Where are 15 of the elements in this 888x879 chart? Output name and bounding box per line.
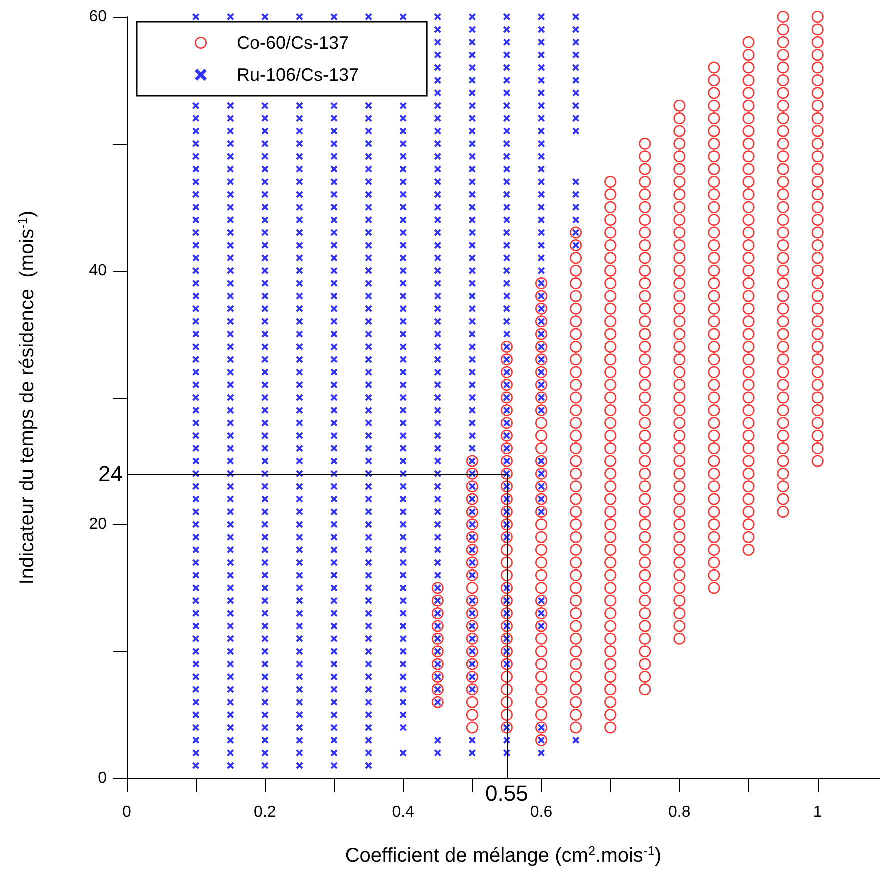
ref-line-label: 0.55 [486,781,528,806]
y-tick-label: 40 [89,262,108,280]
y-tick-label: 60 [89,8,108,26]
y-axis-title: Indicateur du temps de résidence (mois-1) [15,210,38,585]
x-tick-label: 0.2 [254,804,276,821]
ref-line-label: 24 [98,461,123,486]
y-tick-label: 0 [98,770,108,787]
y-tick-label: 20 [89,516,108,534]
x-tick-label: 0.8 [668,804,691,821]
x-tick-label: 1 [813,804,822,821]
x-tick-label: 0.6 [530,804,553,821]
x-tick-label: 0.4 [392,804,415,821]
x-tick-label: 0 [122,804,132,821]
legend-label: Ru-106/Cs-137 [237,65,360,85]
legend-label: Co-60/Cs-137 [237,33,350,53]
